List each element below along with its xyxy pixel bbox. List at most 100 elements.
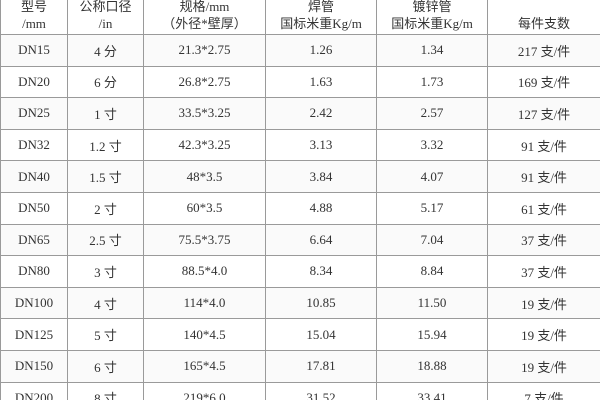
table-body: DN15 4 分 21.3*2.75 1.26 1.34 217 支/件 DN20 6 分 26…	[0, 34, 600, 400]
header-line: 规格/mm	[179, 0, 230, 14]
table-cell: 31.52	[265, 381, 377, 400]
header-line: 焊管	[307, 0, 334, 14]
table-cell: DN125	[0, 318, 68, 351]
table-cell: 8.34	[265, 255, 377, 288]
table-cell: 2.42	[265, 97, 377, 130]
table-cell: 19 支/件	[487, 318, 600, 351]
table-cell: 1.73	[376, 65, 488, 99]
table-cell: 140*4.5	[143, 318, 266, 351]
table-cell: 5.17	[376, 191, 488, 225]
table-cell: 75.5*3.75	[143, 223, 266, 257]
table-cell: 15.04	[265, 318, 377, 351]
table-cell: 11.50	[376, 286, 488, 320]
table-row: DN15 4 分 21.3*2.75 1.26 1.34 217 支/件	[0, 34, 600, 67]
table-cell: 48*3.5	[143, 160, 266, 193]
table-cell: 2 寸	[67, 191, 144, 225]
table-cell: DN150	[0, 349, 68, 383]
header-cell: 镀锌管国标米重Kg/m	[376, 0, 488, 35]
table-row: DN80 3 寸 88.5*4.0 8.34 8.84 37 支/件	[0, 255, 600, 288]
table-cell: 217 支/件	[487, 34, 600, 67]
table-cell: 165*4.5	[143, 349, 266, 383]
table-row: DN20 6 分 26.8*2.75 1.63 1.73 169 支/件	[0, 65, 600, 99]
table-cell: 6.64	[265, 223, 377, 257]
table-cell: 2.57	[376, 97, 488, 130]
header-line: /in	[98, 16, 113, 31]
header-row: 型号/mm 公称口径/in 规格/mm （外径*壁厚） 焊管 国标米重Kg/m 镀锌管 国标米…	[0, 0, 600, 35]
table-cell: 3 寸	[67, 255, 144, 288]
table-cell: 2.5 寸	[67, 223, 144, 257]
table-cell: 18.88	[376, 349, 488, 383]
table-cell: 219*6.0	[143, 381, 266, 400]
table-cell: 7 支/件	[487, 381, 600, 400]
table-cell: 169 支/件	[487, 65, 600, 99]
table-cell: 15.94	[376, 318, 488, 351]
table-cell: 21.3*2.75	[143, 34, 266, 67]
table-cell: 42.3*3.25	[143, 128, 266, 162]
table-cell: 1.5 寸	[67, 160, 144, 193]
header-line: 镀锌管	[412, 0, 452, 14]
table-cell: 91 支/件	[487, 160, 600, 193]
table-cell: 60*3.5	[143, 191, 266, 225]
table-cell: 1.34	[376, 34, 488, 67]
header-cell: 每件支数	[487, 0, 600, 35]
table-cell: DN80	[0, 255, 68, 288]
table-cell: 4.07	[376, 160, 488, 193]
table-cell: 37 支/件	[487, 223, 600, 257]
header-cell: 规格/mm （外径*壁厚）	[143, 0, 266, 35]
table-cell: DN40	[0, 160, 68, 193]
table-row: DN200 8 寸 219*6.0 31.52 33.41 7 支/件	[0, 381, 600, 400]
table-cell: 5 寸	[67, 318, 144, 351]
table-cell: DN32	[0, 128, 68, 162]
table-row: DN50 2 寸 60*3.5 4.88 5.17 61 支/件	[0, 191, 600, 225]
table-cell: 3.84	[265, 160, 377, 193]
table-cell: DN15	[0, 34, 68, 67]
table-row: DN40 1.5 寸 48*3.5 3.84 4.07 91 支/件	[0, 160, 600, 193]
table-cell: DN200	[0, 381, 68, 400]
table-cell: 7.04	[376, 223, 488, 257]
table-cell: 3.32	[376, 128, 488, 162]
table-cell: 17.81	[265, 349, 377, 383]
table-cell: 91 支/件	[487, 128, 600, 162]
header-line: 国标米重Kg/m	[391, 16, 473, 31]
table-cell: 1.26	[265, 34, 377, 67]
table-cell: 4 分	[67, 34, 144, 67]
header-line: 国标米重Kg/m	[280, 16, 362, 31]
table-cell: 19 支/件	[487, 286, 600, 320]
table-cell: DN65	[0, 223, 68, 257]
table-cell: DN25	[0, 97, 68, 130]
table-cell: 26.8*2.75	[143, 65, 266, 99]
table-cell: DN20	[0, 65, 68, 99]
table-cell: 37 支/件	[487, 255, 600, 288]
header-cell: 型号/mm	[0, 0, 68, 35]
table-cell: 33.5*3.25	[143, 97, 266, 130]
table-cell: 4 寸	[67, 286, 144, 320]
table-cell: DN50	[0, 191, 68, 225]
table-cell: 4.88	[265, 191, 377, 225]
table-cell: 10.85	[265, 286, 377, 320]
table-cell: 33.41	[376, 381, 488, 400]
table-cell: 1.2 寸	[67, 128, 144, 162]
table-cell: 6 寸	[67, 349, 144, 383]
header-cell: 公称口径/in	[67, 0, 144, 35]
table-row: DN125 5 寸 140*4.5 15.04 15.94 19 支/件	[0, 318, 600, 351]
table-cell: 61 支/件	[487, 191, 600, 225]
table-cell: 1 寸	[67, 97, 144, 130]
header-line: 每件支数	[517, 16, 570, 31]
header-line: 公称口径	[79, 0, 132, 14]
table-cell: 8 寸	[67, 381, 144, 400]
table-cell: 114*4.0	[143, 286, 266, 320]
table-cell: 19 支/件	[487, 349, 600, 383]
header-line: （外径*壁厚）	[162, 16, 247, 31]
table-cell: 1.63	[265, 65, 377, 99]
header-line: 型号	[20, 0, 47, 14]
table-row: DN25 1 寸 33.5*3.25 2.42 2.57 127 支/件	[0, 97, 600, 130]
header-line: /mm	[22, 16, 46, 31]
table-cell: 127 支/件	[487, 97, 600, 130]
table-row: DN32 1.2 寸 42.3*3.25 3.13 3.32 91 支/件	[0, 128, 600, 162]
table-cell: 6 分	[67, 65, 144, 99]
table-cell: 88.5*4.0	[143, 255, 266, 288]
table-cell: 3.13	[265, 128, 377, 162]
table-cell: DN100	[0, 286, 68, 320]
